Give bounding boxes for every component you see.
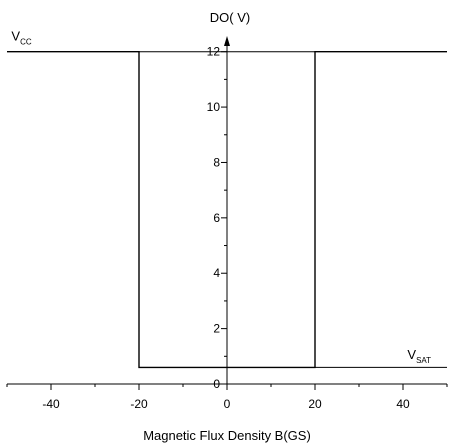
x-axis-title: Magnetic Flux Density B(GS)	[143, 428, 311, 443]
x-tick-label: 0	[224, 397, 231, 411]
labels-layer: DO( V) Magnetic Flux Density B(GS) -40 -2…	[11, 10, 431, 443]
x-tick-label: 20	[308, 397, 322, 411]
y-tick-label: 12	[207, 45, 221, 59]
x-tick-label: 40	[396, 397, 410, 411]
series-line-2	[139, 51, 447, 368]
annotation-1: VCC	[11, 29, 31, 47]
x-tick-label: -20	[130, 397, 148, 411]
y-tick-label: 10	[207, 100, 221, 114]
y-tick-label: 6	[213, 211, 220, 225]
y-tick-label: 8	[213, 155, 220, 169]
y-axis-title: DO( V)	[210, 10, 250, 25]
x-tick-label: -40	[42, 397, 60, 411]
y-tick-label: 2	[213, 322, 220, 336]
y-axis-arrow-icon	[224, 36, 230, 46]
annotation-2: VSAT	[407, 347, 431, 365]
axes-layer	[6, 36, 448, 390]
y-tick-label: 0	[213, 377, 220, 391]
y-tick-label: 4	[213, 266, 220, 280]
